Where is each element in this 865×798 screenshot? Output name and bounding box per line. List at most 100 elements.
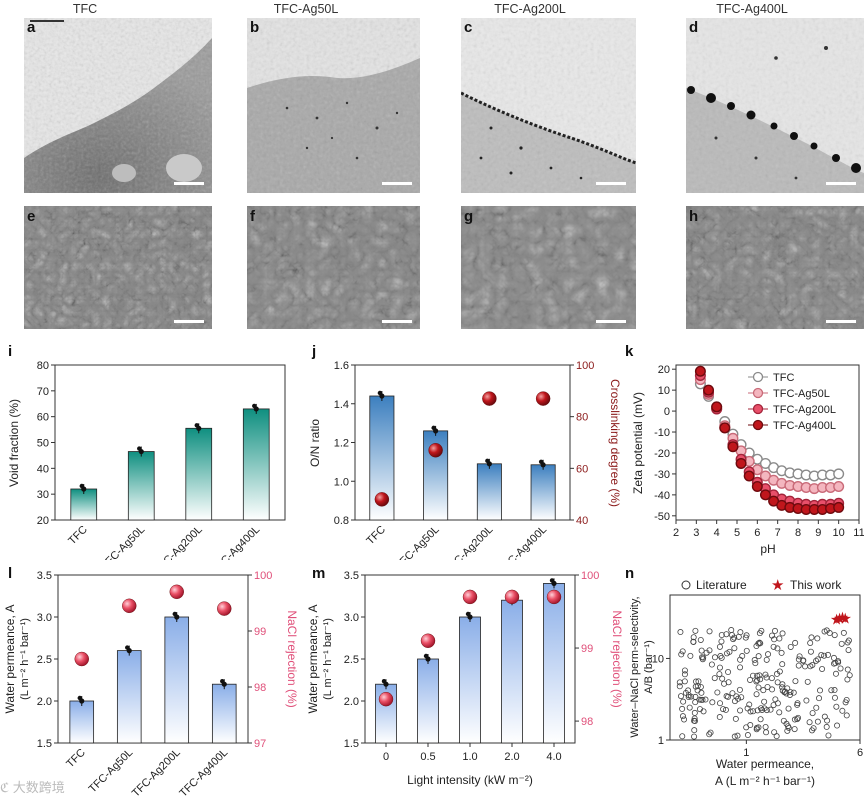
literature-point: [711, 675, 718, 682]
chart-water-permeance-samples: 1.52.02.53.03.5979899100TFCTFC-Ag50LTFC-…: [3, 570, 299, 798]
y2-tick-label: 100: [581, 570, 599, 582]
literature-point: [692, 627, 699, 634]
literature-point: [776, 668, 783, 675]
y-tick-label: 80: [37, 360, 49, 372]
literature-point: [700, 708, 707, 715]
literature-point: [814, 635, 821, 642]
x-tick-label: 2.0: [504, 751, 519, 763]
literature-point: [691, 733, 698, 740]
literature-point: [678, 693, 685, 700]
sem-image-ag50l: [247, 206, 420, 329]
literature-point: [753, 724, 760, 731]
bar: [417, 658, 439, 744]
y-axis-label: Water permeance, A: [3, 605, 17, 714]
literature-point: [692, 678, 699, 685]
literature-point: [725, 669, 732, 676]
literature-point: [731, 733, 738, 740]
literature-point: [839, 707, 846, 714]
bar: [70, 488, 98, 521]
literature-point: [732, 715, 739, 722]
literature-point: [750, 708, 757, 715]
literature-point: [783, 720, 790, 727]
literature-point: [731, 645, 738, 652]
bar-point: [485, 458, 490, 464]
literature-point: [824, 717, 831, 724]
bar-point: [252, 403, 257, 409]
literature-point: [691, 727, 698, 734]
y-tick-label: 3.5: [37, 570, 52, 582]
x-tick-label: 2: [673, 527, 679, 539]
literature-point: [831, 687, 838, 694]
literature-point: [737, 656, 744, 663]
literature-point: [786, 691, 793, 698]
panel-label-f: f: [250, 208, 255, 225]
bar: [164, 616, 190, 744]
legend-this-work: This work: [790, 578, 842, 592]
literature-point: [761, 705, 768, 712]
scale-bar: [826, 182, 856, 185]
x-tick-label: TFC: [64, 747, 88, 771]
y-tick-label: 20: [658, 364, 670, 376]
secondary-point: [482, 391, 497, 406]
literature-point: [744, 705, 751, 712]
literature-point: [716, 714, 723, 721]
data-point: [751, 480, 763, 492]
literature-point: [768, 675, 775, 682]
y-tick-label: 1.6: [334, 360, 349, 372]
x-axis-label: Light intensity (kW m⁻²): [407, 773, 533, 787]
literature-point: [725, 693, 732, 700]
literature-point: [747, 676, 754, 683]
y-tick-label: 10: [652, 653, 664, 665]
tem-image-ag50l: [247, 18, 420, 193]
y-tick-label: 1: [658, 735, 664, 747]
literature-point: [816, 687, 823, 694]
x-axis-label: pH: [760, 542, 775, 556]
panel-label-c: c: [464, 19, 473, 36]
panel-label-k: k: [625, 343, 634, 360]
literature-point: [809, 710, 816, 717]
secondary-point: [122, 598, 137, 613]
bar: [459, 616, 481, 744]
x-tick-label: TFC-Ag400L: [209, 524, 262, 560]
this-work-star: ★: [836, 609, 849, 626]
tem-image-ag200l: [461, 18, 636, 193]
literature-point: [687, 652, 694, 659]
literature-point: [763, 729, 770, 736]
plot-frame: [675, 364, 860, 521]
literature-point: [757, 716, 764, 723]
literature-point: [787, 643, 794, 650]
legend-marker: [752, 371, 764, 383]
panel-label-m: m: [312, 565, 326, 582]
y-tick-label: 70: [37, 386, 49, 398]
literature-point: [706, 647, 713, 654]
literature-point: [814, 718, 821, 725]
literature-point: [771, 729, 778, 736]
panel-label-h: h: [689, 208, 699, 225]
literature-point: [834, 722, 841, 729]
literature-point: [765, 651, 772, 658]
secondary-point: [374, 492, 390, 507]
x-tick-label: TFC-Ag400L: [177, 747, 230, 798]
literature-point: [831, 632, 838, 639]
sem-image-tfc: [24, 206, 212, 329]
literature-point: [690, 634, 697, 641]
literature-point: [716, 671, 723, 678]
legend-label: TFC-Ag50L: [773, 388, 830, 400]
literature-point: [761, 698, 768, 705]
literature-point: [691, 709, 698, 716]
literature-point: [699, 696, 706, 703]
literature-point: [794, 716, 801, 723]
literature-point: [718, 632, 725, 639]
literature-point: [719, 675, 726, 682]
y-tick-label: -50: [654, 511, 670, 523]
y2-axis-label: Crosslinking degree (%): [608, 379, 622, 507]
bar: [127, 451, 155, 521]
literature-point: [707, 729, 714, 736]
literature-point: [696, 696, 703, 703]
literature-point: [824, 651, 831, 658]
column-title-ag400l: TFC-Ag400L: [716, 2, 788, 16]
secondary-point: [462, 589, 478, 605]
literature-point: [803, 697, 810, 704]
literature-point: [821, 713, 828, 720]
literature-point: [697, 636, 704, 643]
